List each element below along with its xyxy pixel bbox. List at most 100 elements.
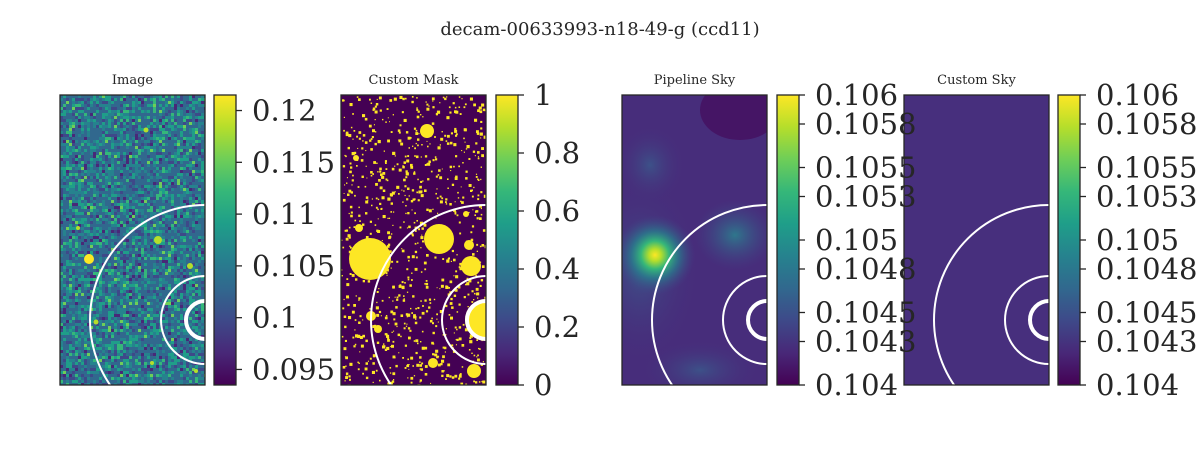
image-pixel (111, 365, 114, 368)
mask-pixel (467, 293, 470, 296)
image-pixel (159, 125, 162, 128)
image-pixel (99, 104, 102, 107)
mask-pixel (401, 285, 405, 289)
image-pixel (87, 293, 90, 296)
mask-pixel (416, 115, 420, 119)
image-pixel (201, 212, 204, 215)
image-pixel (201, 167, 204, 170)
mask-pixel (372, 107, 376, 110)
mask-pixel (434, 353, 438, 357)
image-pixel (198, 98, 201, 101)
colorbar-tick-label: 0.6 (534, 194, 580, 228)
mask-pixel (468, 158, 471, 160)
image-pixel (141, 296, 144, 299)
image-pixel (168, 134, 171, 137)
image-pixel (126, 260, 129, 263)
image-pixel (78, 263, 81, 266)
mask-pixel (382, 189, 386, 192)
image-pixel (102, 275, 105, 278)
image-pixel (138, 308, 141, 311)
mask-pixel (476, 292, 480, 296)
image-pixel (168, 314, 171, 317)
image-pixel (63, 314, 66, 317)
image-pixel (90, 308, 93, 311)
image-pixel (96, 290, 99, 293)
image-pixel (102, 170, 105, 173)
mask-pixel (390, 202, 393, 205)
image-pixel (120, 320, 123, 323)
image-pixel (111, 110, 114, 113)
image-pixel (186, 200, 189, 203)
mask-pixel (371, 204, 373, 207)
image-pixel (108, 170, 111, 173)
image-pixel (144, 248, 147, 251)
image-pixel (153, 365, 156, 368)
image-pixel (69, 110, 72, 113)
image-pixel (108, 257, 111, 260)
mask-pixel (405, 176, 408, 179)
image-pixel (102, 128, 105, 131)
image-pixel (102, 173, 105, 176)
mask-pixel (458, 96, 461, 98)
image-pixel (165, 212, 168, 215)
image-pixel (99, 275, 102, 278)
image-pixel (195, 119, 198, 122)
image-pixel (90, 272, 93, 275)
mask-pixel (480, 127, 483, 130)
image-pixel (180, 209, 183, 212)
image-pixel (87, 311, 90, 314)
image-pixel (108, 326, 111, 329)
image-pixel (60, 353, 63, 356)
image-pixel (72, 209, 75, 212)
image-pixel (180, 218, 183, 221)
image-pixel (180, 95, 183, 98)
image-pixel (141, 323, 144, 326)
image-pixel (93, 329, 96, 332)
mask-pixel (379, 167, 382, 171)
image-pixel (117, 110, 120, 113)
mask-pixel (476, 132, 480, 135)
mask-pixel (459, 232, 462, 235)
image-pixel (135, 236, 138, 239)
image-pixel (78, 269, 81, 272)
image-pixel (123, 110, 126, 113)
image-pixel (93, 176, 96, 179)
mask-pixel (473, 103, 476, 107)
image-pixel (189, 122, 192, 125)
image-pixel (159, 242, 162, 245)
image-pixel (132, 329, 135, 332)
image-pixel (141, 356, 144, 359)
mask-pixel (343, 315, 347, 318)
image-pixel (90, 104, 93, 107)
image-pixel (96, 143, 99, 146)
image-pixel (201, 248, 204, 251)
image-pixel (144, 320, 147, 323)
image-pixel (93, 380, 96, 383)
image-pixel (114, 314, 117, 317)
image-pixel (102, 380, 105, 383)
image-pixel (132, 236, 135, 239)
image-pixel (123, 290, 126, 293)
image-pixel (81, 206, 84, 209)
mask-pixel (450, 316, 453, 320)
image-pixel (99, 266, 102, 269)
mask-pixel (477, 198, 480, 201)
mask-pixel (437, 212, 439, 214)
image-pixel (81, 356, 84, 359)
mask-pixel (471, 290, 474, 293)
mask-pixel (461, 98, 463, 100)
image-pixel (174, 104, 177, 107)
mask-pixel (383, 150, 385, 152)
image-pixel (102, 164, 105, 167)
image-pixel (150, 233, 153, 236)
image-pixel (162, 155, 165, 158)
image-pixel (72, 254, 75, 257)
image-pixel (201, 359, 204, 362)
mask-pixel (381, 175, 385, 179)
mask-pixel (364, 141, 368, 144)
mask-pixel (415, 318, 417, 320)
image-pixel (126, 200, 129, 203)
image-pixel (150, 248, 153, 251)
image-pixel (72, 173, 75, 176)
image-pixel (129, 320, 132, 323)
